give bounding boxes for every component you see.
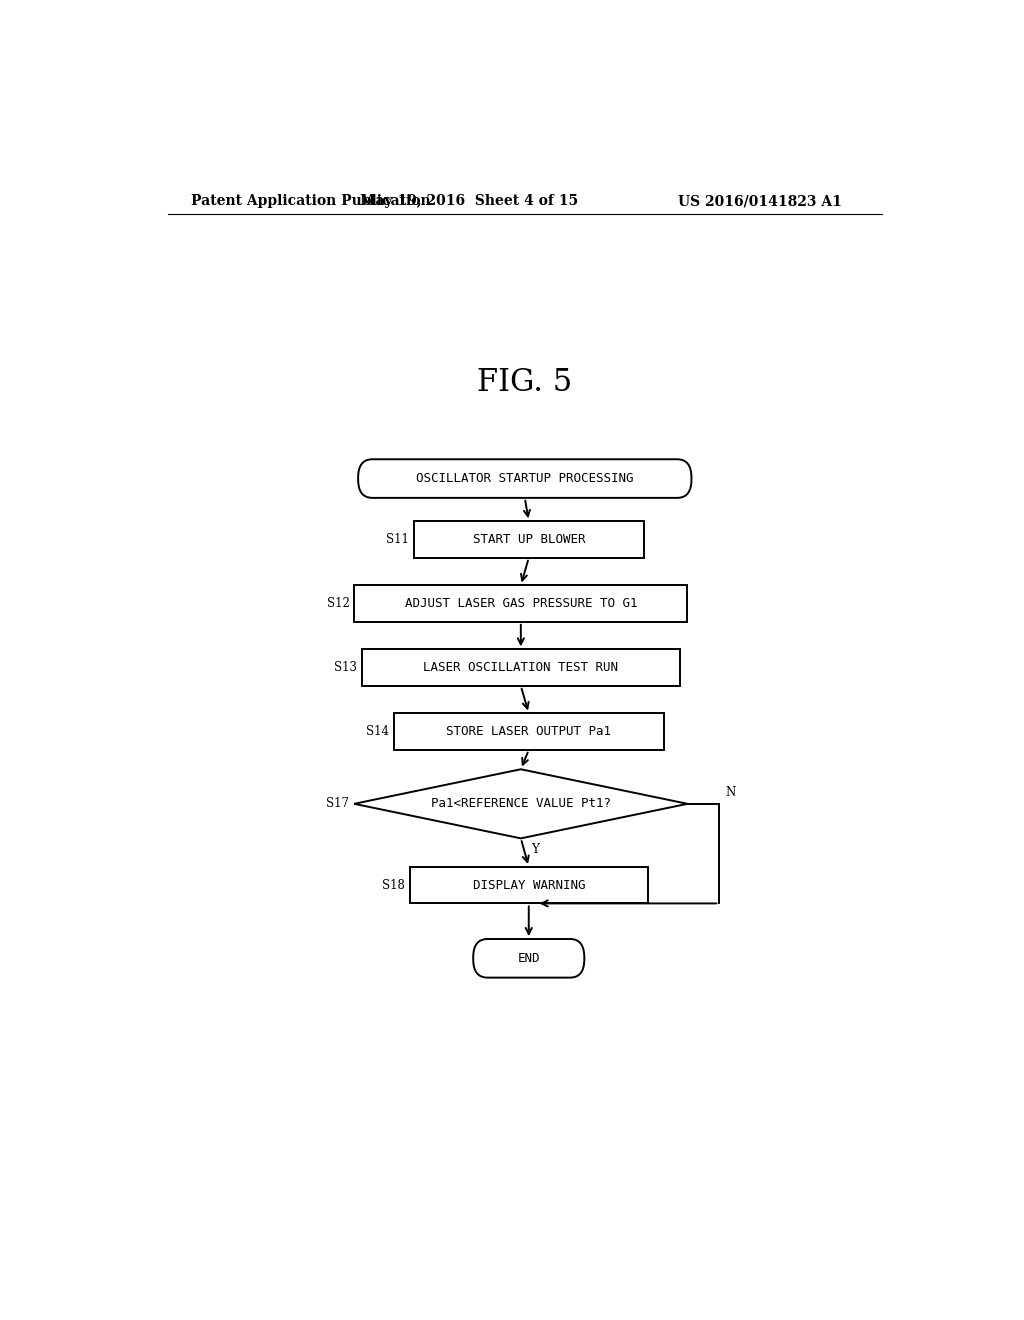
Text: S17: S17 — [327, 797, 349, 810]
Text: Y: Y — [531, 843, 539, 857]
Text: START UP BLOWER: START UP BLOWER — [472, 533, 585, 546]
Text: S12: S12 — [327, 597, 349, 610]
FancyBboxPatch shape — [358, 459, 691, 498]
Text: STORE LASER OUTPUT Pa1: STORE LASER OUTPUT Pa1 — [446, 725, 611, 738]
FancyBboxPatch shape — [473, 939, 585, 978]
Text: LASER OSCILLATION TEST RUN: LASER OSCILLATION TEST RUN — [423, 661, 618, 675]
Text: FIG. 5: FIG. 5 — [477, 367, 572, 397]
Bar — [410, 867, 648, 903]
Text: S13: S13 — [335, 661, 357, 675]
Text: S14: S14 — [367, 725, 389, 738]
Text: Patent Application Publication: Patent Application Publication — [191, 194, 431, 209]
Text: OSCILLATOR STARTUP PROCESSING: OSCILLATOR STARTUP PROCESSING — [416, 473, 634, 484]
Text: DISPLAY WARNING: DISPLAY WARNING — [472, 879, 585, 891]
Text: END: END — [517, 952, 540, 965]
Bar — [414, 521, 644, 558]
Text: ADJUST LASER GAS PRESSURE TO G1: ADJUST LASER GAS PRESSURE TO G1 — [404, 597, 637, 610]
Polygon shape — [354, 770, 687, 838]
Text: May 19, 2016  Sheet 4 of 15: May 19, 2016 Sheet 4 of 15 — [360, 194, 579, 209]
Bar — [362, 649, 680, 686]
Text: S18: S18 — [382, 879, 404, 891]
Bar — [354, 585, 687, 622]
Text: US 2016/0141823 A1: US 2016/0141823 A1 — [678, 194, 842, 209]
Text: S11: S11 — [386, 533, 409, 546]
Bar — [394, 713, 664, 750]
Text: N: N — [726, 785, 736, 799]
Text: Pa1<REFERENCE VALUE Pt1?: Pa1<REFERENCE VALUE Pt1? — [431, 797, 611, 810]
